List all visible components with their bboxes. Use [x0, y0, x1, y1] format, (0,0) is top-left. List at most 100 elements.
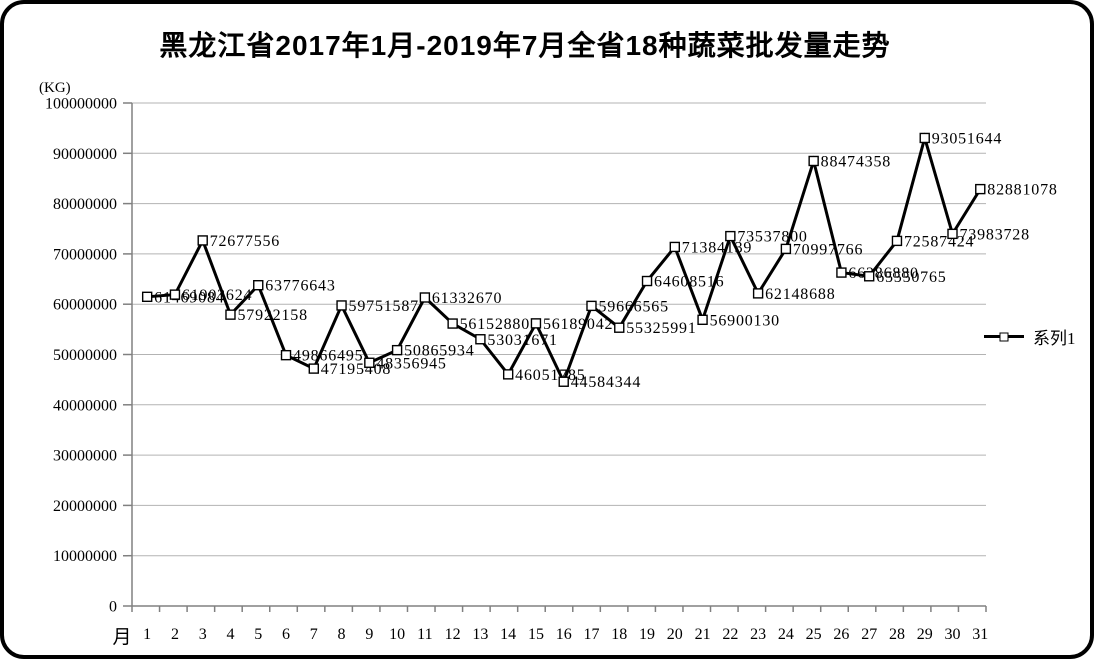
x-tick-label: 10 — [389, 626, 405, 643]
data-label: 73983728 — [960, 226, 1030, 243]
y-tick-label: 60000000 — [53, 297, 117, 314]
data-label: 53031671 — [487, 332, 557, 349]
x-tick-label: 5 — [254, 626, 262, 643]
y-tick-label: 10000000 — [53, 548, 117, 565]
data-point-marker — [586, 300, 597, 312]
x-tick-label: 8 — [338, 626, 346, 643]
y-tick-label: 30000000 — [53, 448, 117, 465]
x-tick-label: 15 — [528, 626, 544, 643]
x-axis-title: 月 — [112, 627, 131, 648]
x-tick-label: 30 — [945, 626, 961, 643]
data-point-marker — [891, 235, 903, 247]
x-tick-label: 7 — [310, 626, 318, 643]
chart-title: 黑龙江省2017年1月-2019年7月全省18种蔬菜批发量走势 — [159, 30, 891, 61]
data-label: 88474358 — [821, 153, 891, 170]
x-tick-label: 11 — [417, 626, 432, 643]
data-point-marker — [697, 314, 708, 325]
data-label: 55325991 — [626, 320, 696, 337]
data-label: 59751587 — [349, 298, 419, 315]
line-chart-svg: 0 10000000 20000000 30000000 40000000 5000000… — [45, 96, 1057, 649]
x-tick-label: 21 — [695, 626, 711, 643]
data-label: 56152880 — [460, 316, 530, 333]
x-tick-label: 20 — [667, 626, 683, 643]
x-tick-label: 19 — [639, 626, 655, 643]
data-label: 62148688 — [765, 286, 835, 303]
data-point-marker — [614, 322, 625, 333]
data-label: 72677556 — [210, 233, 280, 250]
data-point-marker — [641, 275, 653, 287]
data-label: 44584344 — [571, 374, 641, 391]
legend-series-label: 系列1 — [1033, 329, 1076, 348]
x-tick-label: 14 — [500, 626, 516, 643]
x-tick-label: 2 — [171, 626, 179, 643]
y-tick-label: 40000000 — [53, 397, 117, 414]
y-tick-label: 80000000 — [53, 196, 117, 213]
x-tick-label: 16 — [556, 626, 572, 643]
legend-square-icon — [999, 332, 1009, 341]
x-tick-label: 9 — [365, 626, 373, 643]
data-point-marker — [364, 357, 375, 368]
data-point-marker — [391, 344, 403, 356]
x-tick-label: 1 — [143, 626, 151, 643]
y-tick-label: 90000000 — [53, 146, 117, 163]
legend-line-marker — [984, 332, 1024, 341]
x-tick-label: 12 — [445, 626, 461, 643]
data-point-marker — [780, 243, 792, 255]
data-point-marker — [225, 309, 236, 320]
data-point-marker — [669, 241, 680, 253]
data-label: 65550765 — [876, 269, 946, 286]
data-point-marker — [975, 183, 986, 195]
x-tick-label: 25 — [806, 626, 822, 643]
data-point-marker — [808, 155, 819, 167]
x-tick-label: 29 — [917, 626, 933, 643]
data-point-marker — [141, 291, 153, 303]
x-tick-label: 22 — [722, 626, 738, 643]
data-point-marker — [336, 300, 347, 311]
data-point-marker — [502, 369, 514, 380]
data-label: 57922158 — [237, 307, 307, 324]
data-label: 49866495 — [293, 348, 363, 365]
x-tick-label: 6 — [282, 626, 290, 643]
data-point-marker — [530, 318, 542, 329]
data-label: 93051644 — [932, 130, 1002, 147]
data-point-marker — [447, 318, 458, 329]
data-point-marker — [280, 349, 292, 361]
x-tick-label: 18 — [611, 626, 627, 643]
data-point-marker — [253, 280, 264, 291]
y-tick-label: 70000000 — [53, 246, 117, 263]
y-tick-label: 100000000 — [45, 96, 117, 113]
x-tick-label: 17 — [583, 626, 599, 643]
data-label: 50865934 — [404, 343, 474, 360]
y-axis-unit-label: (KG) — [39, 80, 71, 96]
x-tick-label: 23 — [750, 626, 766, 643]
x-tick-label: 3 — [199, 626, 207, 643]
data-point-marker — [197, 235, 208, 246]
data-label: 48356945 — [376, 355, 446, 372]
data-label: 56189042 — [543, 316, 613, 333]
data-point-marker — [308, 363, 319, 374]
x-tick-label: 4 — [226, 626, 234, 643]
data-label: 70997766 — [793, 241, 863, 258]
data-point-marker — [475, 334, 486, 345]
data-label: 56900130 — [710, 312, 780, 329]
data-point-marker — [169, 289, 181, 300]
y-tick-label: 20000000 — [53, 498, 117, 515]
x-tick-label: 26 — [833, 626, 849, 643]
data-label: 61903624 — [182, 287, 252, 304]
data-point-marker — [947, 228, 958, 240]
y-tick-label: 0 — [109, 599, 117, 616]
y-tick-label: 50000000 — [53, 347, 117, 364]
data-point-marker — [725, 230, 736, 242]
data-point-marker — [419, 292, 431, 303]
x-tick-label: 28 — [889, 626, 905, 643]
data-point-marker — [752, 288, 764, 299]
data-point-marker — [919, 132, 930, 144]
x-tick-label: 24 — [778, 626, 794, 643]
data-point-marker — [558, 376, 569, 387]
data-label: 63776643 — [265, 278, 335, 295]
data-label: 82881078 — [987, 182, 1057, 199]
x-tick-label: 31 — [972, 626, 988, 643]
data-point-marker — [836, 267, 847, 278]
data-label: 61332670 — [432, 290, 502, 307]
